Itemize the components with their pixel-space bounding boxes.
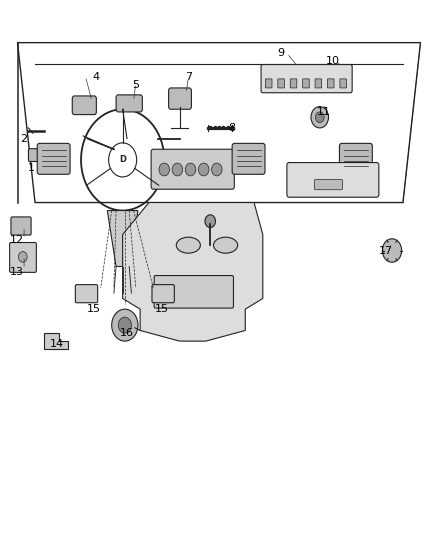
FancyBboxPatch shape — [10, 243, 36, 272]
FancyBboxPatch shape — [116, 95, 142, 112]
FancyBboxPatch shape — [287, 163, 379, 197]
Polygon shape — [123, 203, 263, 341]
Text: 1: 1 — [28, 163, 35, 173]
FancyBboxPatch shape — [72, 96, 96, 115]
FancyBboxPatch shape — [314, 180, 343, 190]
FancyBboxPatch shape — [340, 79, 346, 88]
Text: 5: 5 — [132, 80, 139, 90]
Ellipse shape — [176, 237, 200, 253]
FancyBboxPatch shape — [303, 79, 309, 88]
FancyBboxPatch shape — [28, 149, 42, 161]
FancyBboxPatch shape — [152, 285, 174, 303]
Text: 14: 14 — [50, 339, 64, 349]
Text: 2: 2 — [21, 134, 28, 143]
FancyBboxPatch shape — [265, 79, 272, 88]
Text: 7: 7 — [185, 72, 192, 82]
Circle shape — [159, 163, 170, 176]
FancyBboxPatch shape — [339, 143, 372, 174]
Polygon shape — [107, 211, 138, 266]
FancyBboxPatch shape — [11, 217, 31, 235]
Text: 17: 17 — [378, 246, 392, 255]
Circle shape — [172, 163, 183, 176]
FancyBboxPatch shape — [154, 276, 233, 308]
Text: 15: 15 — [87, 304, 101, 314]
Ellipse shape — [213, 237, 237, 253]
Text: 12: 12 — [10, 235, 24, 245]
Circle shape — [311, 107, 328, 128]
Circle shape — [185, 163, 196, 176]
Text: 10: 10 — [326, 56, 340, 66]
Text: 4: 4 — [93, 72, 100, 82]
FancyBboxPatch shape — [151, 149, 234, 189]
FancyBboxPatch shape — [232, 143, 265, 174]
FancyBboxPatch shape — [169, 88, 191, 109]
Circle shape — [18, 252, 27, 262]
Polygon shape — [44, 333, 68, 349]
FancyBboxPatch shape — [328, 79, 334, 88]
Text: 13: 13 — [10, 267, 24, 277]
Text: 8: 8 — [229, 123, 236, 133]
FancyBboxPatch shape — [278, 79, 284, 88]
Circle shape — [118, 317, 131, 333]
Text: 16: 16 — [120, 328, 134, 338]
Circle shape — [315, 112, 324, 123]
FancyBboxPatch shape — [290, 79, 297, 88]
Text: 15: 15 — [155, 304, 169, 314]
Text: 9: 9 — [277, 49, 284, 58]
FancyBboxPatch shape — [315, 79, 321, 88]
Text: 11: 11 — [317, 107, 331, 117]
Text: D: D — [119, 156, 126, 164]
Circle shape — [198, 163, 209, 176]
Circle shape — [382, 239, 402, 262]
FancyBboxPatch shape — [37, 143, 70, 174]
Circle shape — [112, 309, 138, 341]
FancyBboxPatch shape — [261, 64, 352, 93]
Circle shape — [212, 163, 222, 176]
Circle shape — [205, 215, 215, 228]
FancyBboxPatch shape — [75, 285, 98, 303]
